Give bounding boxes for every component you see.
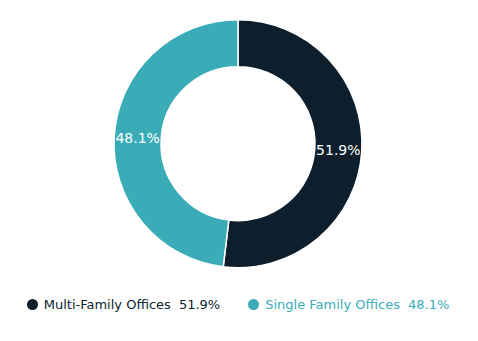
html-text:51.9%: 51.9% xyxy=(178,297,221,312)
html-text:48.1%: 48.1% xyxy=(408,297,450,312)
svg-text:48.1%: 48.1% xyxy=(115,130,159,146)
html-text:Single Family Offices: Single Family Offices xyxy=(265,297,400,312)
html-text:Multi-Family Offices: Multi-Family Offices xyxy=(43,297,171,312)
svg-text:51.9%: 51.9% xyxy=(316,142,360,158)
